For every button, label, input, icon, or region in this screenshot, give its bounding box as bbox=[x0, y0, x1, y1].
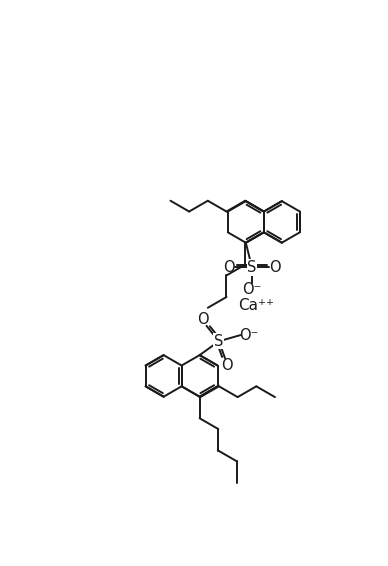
Text: Ca⁺⁺: Ca⁺⁺ bbox=[238, 298, 274, 312]
Text: O: O bbox=[197, 312, 208, 327]
Text: O⁻: O⁻ bbox=[242, 282, 262, 297]
Text: O: O bbox=[223, 260, 235, 275]
Text: S: S bbox=[214, 334, 223, 349]
Text: O⁻: O⁻ bbox=[239, 328, 258, 342]
Text: S: S bbox=[247, 260, 257, 275]
Text: O: O bbox=[269, 260, 281, 275]
Text: O: O bbox=[221, 358, 232, 372]
